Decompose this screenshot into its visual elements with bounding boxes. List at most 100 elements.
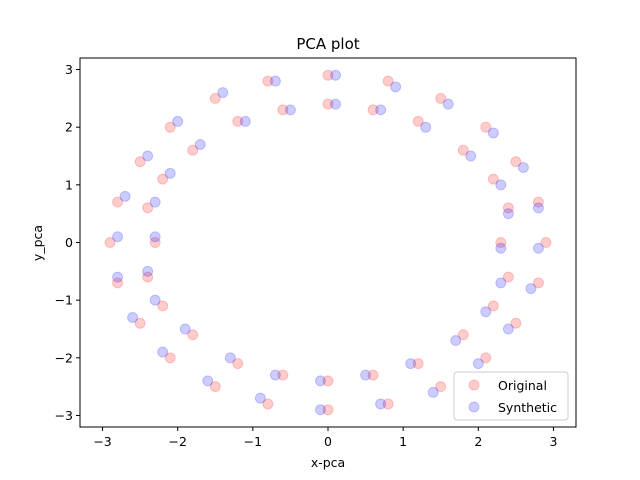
x-tick-label: −3 (93, 434, 111, 449)
point-synthetic-13 (502, 323, 514, 335)
point-original-39 (412, 358, 424, 370)
point-synthetic-26 (194, 138, 206, 150)
point-original-16 (382, 398, 394, 410)
point-original-27 (232, 115, 244, 127)
point-synthetic-39 (405, 358, 417, 370)
point-synthetic-15 (427, 386, 439, 398)
point-synthetic-14 (472, 358, 484, 370)
point-original-30 (367, 104, 379, 116)
legend-frame (453, 371, 569, 421)
point-original-23 (104, 237, 116, 248)
x-tick-label: 3 (549, 434, 557, 449)
point-original-41 (322, 375, 334, 387)
point-synthetic-20 (157, 346, 169, 358)
point-synthetic-38 (450, 335, 462, 347)
legend-marker-original (468, 379, 480, 391)
point-original-42 (277, 369, 289, 381)
x-ticks: −3 −2 −1 0 1 2 3 (93, 427, 557, 449)
point-original-12 (532, 277, 544, 289)
point-synthetic-25 (164, 167, 176, 179)
point-synthetic-28 (284, 104, 296, 116)
y-tick-label: 2 (65, 120, 73, 135)
point-synthetic-0 (119, 190, 131, 202)
point-synthetic-40 (360, 369, 372, 381)
point-original-24 (142, 202, 154, 214)
point-synthetic-3 (217, 87, 229, 99)
point-original-5 (322, 69, 334, 81)
point-synthetic-6 (390, 81, 402, 93)
point-synthetic-17 (314, 404, 326, 416)
point-synthetic-18 (254, 392, 266, 404)
point-original-22 (112, 277, 124, 289)
point-synthetic-45 (149, 294, 161, 306)
point-synthetic-35 (495, 242, 507, 254)
point-original-10 (532, 196, 544, 208)
point-synthetic-16 (375, 398, 387, 410)
x-tick-label: 1 (399, 434, 407, 449)
y-tick-label: −3 (55, 408, 73, 423)
point-synthetic-2 (172, 115, 184, 127)
point-synthetic-27 (239, 115, 251, 127)
legend-marker-synthetic (468, 401, 480, 413)
point-original-7 (435, 92, 447, 104)
chart-title: PCA plot (296, 35, 359, 53)
point-original-3 (209, 92, 221, 104)
point-original-26 (187, 144, 199, 156)
point-synthetic-22 (112, 271, 124, 283)
point-original-13 (510, 317, 522, 329)
y-ticks: −3 −2 −1 0 1 2 3 (55, 62, 80, 423)
legend: Original Synthetic (453, 371, 569, 421)
point-synthetic-12 (525, 283, 537, 295)
point-synthetic-29 (330, 98, 342, 110)
point-synthetic-5 (330, 69, 342, 81)
point-original-19 (209, 381, 221, 393)
x-tick-label: 0 (324, 434, 332, 449)
point-synthetic-8 (487, 127, 499, 139)
point-synthetic-21 (127, 311, 139, 323)
point-synthetic-46 (142, 265, 154, 277)
y-tick-label: −1 (55, 293, 73, 308)
point-original-21 (134, 317, 146, 329)
x-tick-label: 2 (474, 434, 482, 449)
point-synthetic-19 (202, 375, 214, 387)
point-original-33 (487, 173, 499, 185)
point-original-44 (187, 329, 199, 341)
point-original-36 (502, 271, 514, 283)
point-synthetic-37 (480, 306, 492, 318)
point-synthetic-30 (375, 104, 387, 116)
point-original-15 (435, 381, 447, 393)
point-original-31 (412, 115, 424, 127)
point-synthetic-44 (179, 323, 191, 335)
point-original-37 (487, 300, 499, 312)
point-original-14 (480, 352, 492, 364)
point-original-2 (164, 121, 176, 133)
point-original-38 (457, 329, 469, 341)
point-original-9 (510, 156, 522, 168)
point-synthetic-43 (224, 352, 236, 364)
point-original-25 (157, 173, 169, 185)
point-original-46 (142, 271, 154, 283)
x-tick-label: −1 (244, 434, 262, 449)
point-synthetic-33 (495, 179, 507, 191)
point-synthetic-11 (532, 242, 544, 254)
point-original-29 (322, 98, 334, 110)
point-original-0 (112, 196, 124, 208)
point-original-18 (262, 398, 274, 410)
point-original-43 (232, 358, 244, 370)
x-axis-label: x-pca (311, 455, 345, 470)
point-original-4 (262, 75, 274, 87)
point-synthetic-42 (269, 369, 281, 381)
x-tick-label: −2 (168, 434, 186, 449)
point-synthetic-34 (502, 208, 514, 220)
y-tick-label: 0 (65, 235, 73, 250)
legend-label-synthetic: Synthetic (498, 400, 557, 415)
point-synthetic-47 (149, 231, 161, 243)
y-axis-label: y_pca (30, 225, 45, 261)
point-original-1 (134, 156, 146, 168)
point-synthetic-10 (532, 202, 544, 214)
point-synthetic-41 (314, 375, 326, 387)
point-original-28 (277, 104, 289, 116)
point-original-45 (157, 300, 169, 312)
point-original-32 (457, 144, 469, 156)
